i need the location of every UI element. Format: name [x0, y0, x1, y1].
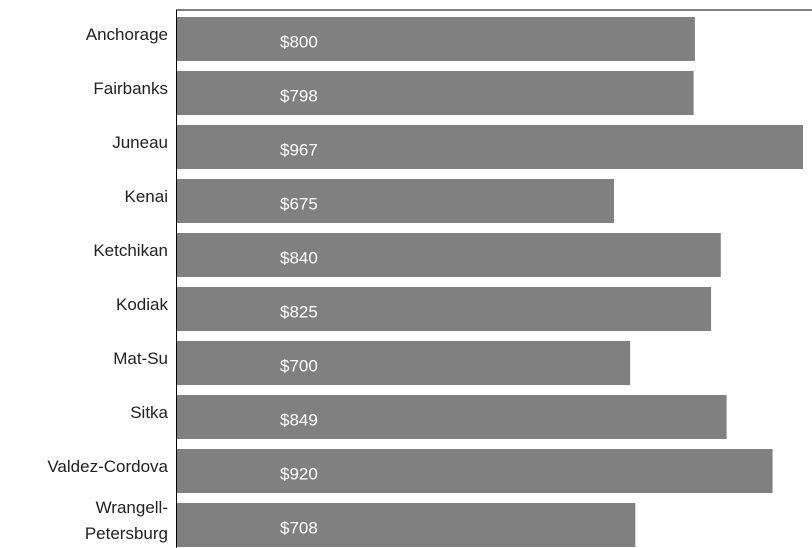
category-text: Kenai: [124, 187, 168, 206]
category-text: Fairbanks: [93, 79, 168, 98]
category-label: Juneau: [0, 119, 168, 167]
value-label: $800: [280, 32, 318, 51]
bar: [177, 17, 695, 61]
category-label: Wrangell-Petersburg: [0, 497, 168, 545]
value-label: $798: [280, 86, 318, 105]
bar: [177, 233, 721, 277]
value-label: $967: [280, 140, 318, 159]
category-text: Anchorage: [85, 25, 168, 44]
category-label: Fairbanks: [0, 65, 168, 113]
value-label: $849: [280, 410, 318, 429]
bar: [177, 125, 803, 169]
category-label: Kodiak: [0, 281, 168, 329]
category-text: Kodiak: [116, 295, 168, 314]
value-label: $708: [280, 518, 318, 537]
category-label: Valdez-Cordova: [0, 443, 168, 491]
value-label: $840: [280, 248, 318, 267]
category-label: Anchorage: [0, 11, 168, 59]
bar: [177, 503, 636, 547]
bar: [177, 71, 694, 115]
category-text: Ketchikan: [93, 241, 168, 260]
category-label: Sitka: [0, 389, 168, 437]
category-text: Sitka: [130, 403, 168, 422]
bar: [177, 179, 614, 223]
category-label: Ketchikan: [0, 227, 168, 275]
category-text: Wrangell-Petersburg: [84, 498, 168, 543]
category-label: Mat-Su: [0, 335, 168, 383]
value-label: $920: [280, 464, 318, 483]
category-label: Kenai: [0, 173, 168, 221]
category-text: Valdez-Cordova: [47, 457, 168, 476]
category-text: Juneau: [112, 133, 168, 152]
value-label: $675: [280, 194, 318, 213]
value-label: $825: [280, 302, 318, 321]
value-label: $700: [280, 356, 318, 375]
bar: [177, 395, 727, 439]
bar: [177, 341, 631, 385]
category-text: Mat-Su: [113, 349, 168, 368]
bar: [177, 287, 712, 331]
bar: [177, 449, 773, 493]
